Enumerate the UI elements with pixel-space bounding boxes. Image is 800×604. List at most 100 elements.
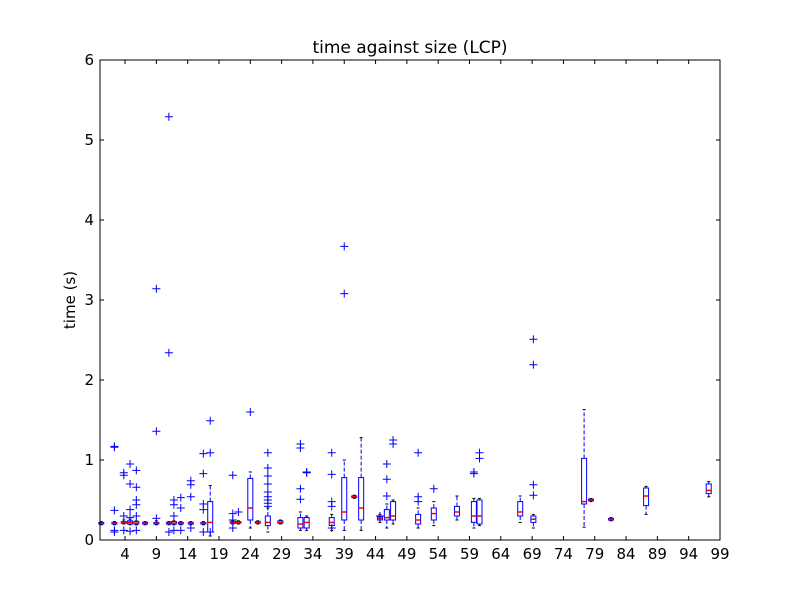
flier-point <box>234 508 243 516</box>
flier-point <box>375 512 384 520</box>
flier-point <box>152 514 161 523</box>
flier-point <box>246 408 255 416</box>
flier-point <box>429 484 438 493</box>
box-26 <box>382 460 391 529</box>
x-tick-label: 9 <box>152 545 162 563</box>
box-body <box>415 513 422 525</box>
flier-point <box>126 505 135 514</box>
flier-point <box>186 492 195 501</box>
flier-point <box>228 524 237 532</box>
flier-point <box>228 516 237 524</box>
box-1 <box>110 442 119 536</box>
box-body <box>517 501 524 517</box>
box-27 <box>389 436 398 525</box>
flier-point <box>164 112 173 121</box>
y-tick-label: 5 <box>84 131 94 149</box>
chart-marks <box>98 112 712 537</box>
flier-point <box>186 524 195 532</box>
box-34 <box>529 335 538 529</box>
box-10 <box>186 476 195 532</box>
flier-point <box>340 242 349 251</box>
flier-point <box>340 289 349 298</box>
flier-point <box>382 492 391 500</box>
flier-point <box>132 512 141 520</box>
flier-point <box>296 495 305 504</box>
box-37 <box>608 517 615 522</box>
box-21 <box>327 448 336 532</box>
box-2 <box>119 468 128 535</box>
flier-point <box>119 512 128 520</box>
x-tick-label: 94 <box>679 545 698 563</box>
box-body <box>390 501 397 521</box>
box-24 <box>358 437 365 531</box>
flier-point <box>152 427 161 436</box>
box-18 <box>277 519 284 525</box>
x-tick-label: 4 <box>120 545 130 563</box>
flier-point <box>414 497 423 506</box>
flier-point <box>132 483 141 492</box>
flier-point <box>327 448 336 457</box>
y-tick-label: 3 <box>84 291 94 309</box>
box-17 <box>263 448 272 533</box>
flier-point <box>529 480 538 489</box>
box-12 <box>206 416 215 537</box>
flier-point <box>110 442 119 451</box>
flier-point <box>529 491 538 500</box>
flier-point <box>119 468 128 477</box>
box-5 <box>142 521 149 526</box>
box-16 <box>254 520 261 525</box>
box-35 <box>581 409 588 528</box>
box-body <box>383 509 390 521</box>
x-tick-label: 19 <box>209 545 228 563</box>
flier-point <box>529 360 538 369</box>
box-8 <box>169 496 178 535</box>
box-11 <box>199 449 208 536</box>
flier-point <box>296 484 305 493</box>
box-38 <box>643 485 650 515</box>
box-19 <box>296 440 305 531</box>
box-body <box>476 499 483 525</box>
box-3 <box>126 460 135 536</box>
box-body <box>297 517 304 529</box>
flier-point <box>169 526 178 535</box>
flier-point <box>110 526 119 535</box>
flier-point <box>126 480 135 488</box>
box-body <box>264 515 271 527</box>
flier-point <box>469 469 478 478</box>
box-28 <box>414 448 423 529</box>
box-14 <box>234 508 243 525</box>
x-tick-label: 84 <box>617 545 636 563</box>
axis-ticks: 4 9 14 19 24 29 34 39 44 49 54 59 64 69 74 79 84 89 94 9901… <box>84 51 729 563</box>
flier-point <box>529 335 538 344</box>
flier-point <box>176 493 185 502</box>
flier-point <box>164 528 173 536</box>
x-tick-label: 34 <box>303 545 322 563</box>
flier-point <box>164 348 173 357</box>
x-tick-label: 99 <box>710 545 729 563</box>
flier-point <box>176 526 185 535</box>
flier-point <box>199 469 208 478</box>
box-13 <box>228 471 237 532</box>
y-tick-label: 2 <box>84 371 94 389</box>
flier-point <box>263 472 272 480</box>
flier-point <box>206 528 215 536</box>
flier-point <box>176 504 185 512</box>
x-tick-label: 14 <box>178 545 197 563</box>
x-tick-label: 69 <box>523 545 542 563</box>
box-31 <box>469 468 478 529</box>
flier-point <box>126 460 135 468</box>
flier-point <box>132 500 141 509</box>
flier-point <box>119 526 128 535</box>
flier-point <box>327 470 336 479</box>
y-tick-label: 1 <box>84 451 94 469</box>
flier-point <box>302 468 311 477</box>
flier-point <box>152 284 161 293</box>
flier-point <box>389 440 398 448</box>
flier-point <box>228 471 237 480</box>
flier-point <box>263 464 272 472</box>
flier-point <box>199 528 208 536</box>
flier-point <box>126 527 135 536</box>
box-9 <box>176 493 185 535</box>
